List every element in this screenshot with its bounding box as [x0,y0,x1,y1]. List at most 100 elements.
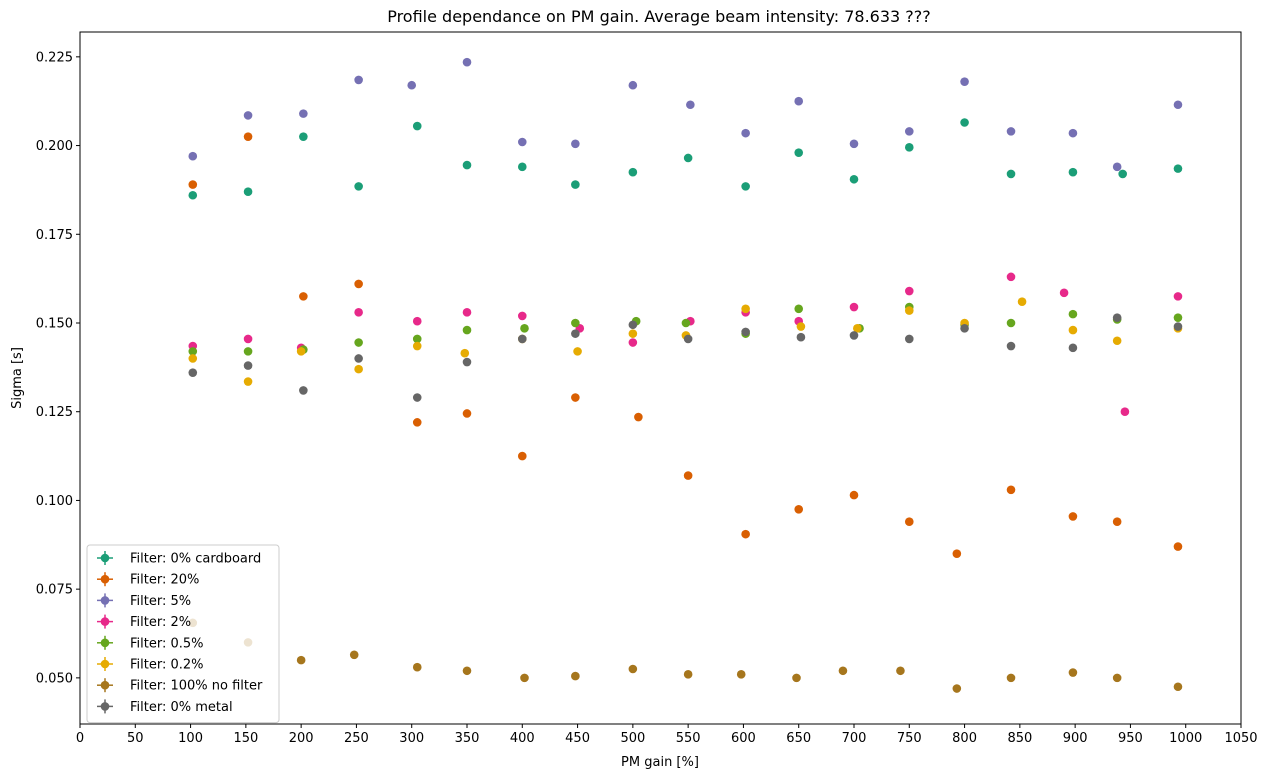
data-points [188,57,1183,693]
data-point [462,325,472,335]
data-point [354,354,363,363]
x-tick-label: 550 [676,731,701,746]
x-tick-label: 750 [897,731,922,746]
x-tick-label: 700 [842,731,867,746]
data-point [904,306,914,315]
data-point [1120,407,1130,417]
data-point [571,329,580,338]
y-tick-label: 0.100 [36,494,73,509]
data-point [1006,272,1016,282]
data-point [462,357,472,367]
data-point [1017,297,1027,307]
data-point [517,311,527,321]
data-point [354,75,363,85]
data-point [243,334,253,344]
data-point [354,308,363,317]
data-point [904,127,914,136]
data-point [952,549,962,558]
data-point [462,409,472,418]
y-tick-label: 0.175 [36,228,73,243]
data-point [849,139,859,149]
data-point [794,505,804,514]
data-point [1112,162,1122,172]
data-point [792,673,801,683]
data-point [296,347,306,356]
data-point [354,364,363,374]
data-point [741,182,750,191]
data-point [1006,318,1016,328]
data-point [517,334,527,344]
data-point [188,180,198,189]
legend-label: Filter: 100% no filter [130,679,263,694]
y-axis-label: Sigma [s] [10,347,25,409]
data-point [849,174,859,184]
data-point [1173,682,1183,692]
legend-label: Filter: 5% [130,594,191,609]
data-point [628,80,638,90]
data-point [299,292,308,301]
data-point [1112,673,1122,683]
data-point [188,190,198,200]
legend-marker [100,702,110,711]
data-point [571,393,580,402]
data-point [628,329,638,338]
data-point [1068,167,1078,177]
legend-marker [100,574,110,584]
data-point [1068,668,1078,677]
legend-marker [100,680,110,690]
data-point [188,354,198,363]
data-point [354,338,363,347]
series-2 [188,57,1183,172]
legend-marker [100,596,110,605]
data-point [1068,343,1078,353]
legend-item: Filter: 5% [97,593,191,609]
x-tick-label: 200 [289,731,314,746]
legend-label: Filter: 0% metal [130,700,233,715]
data-point [243,361,253,370]
data-point [299,109,308,118]
data-point [460,348,470,358]
data-point [188,347,198,356]
data-point [517,162,527,172]
data-point [243,187,253,196]
data-point [188,151,198,161]
data-point [794,148,804,157]
series-4 [188,302,1183,356]
data-point [628,338,638,347]
data-point [1068,309,1078,319]
data-point [683,334,693,344]
x-tick-label: 1050 [1224,731,1257,746]
data-point [412,662,422,672]
legend-box [86,544,280,724]
legend-marker [100,659,110,669]
legend-item: Filter: 0.5% [97,635,204,651]
data-point [1118,169,1127,179]
legend-label: Filter: 0.5% [130,636,204,651]
data-point [960,324,969,333]
x-tick-label: 850 [1007,731,1032,746]
data-point [571,318,580,328]
data-point [904,334,914,344]
data-point [517,451,527,461]
data-point [571,180,580,189]
x-tick-label: 350 [455,731,480,746]
x-tick-label: 900 [1063,731,1088,746]
x-tick-label: 50 [127,731,144,746]
data-point [683,471,693,480]
data-point [1112,517,1122,527]
data-point [1068,325,1078,335]
data-point [188,368,198,377]
data-point [1059,288,1069,298]
data-point [741,327,750,337]
data-point [1068,512,1078,521]
data-point [1006,127,1016,136]
x-tick-label: 450 [565,731,590,746]
series-6 [188,618,1183,693]
legend-item: Filter: 0.2% [97,657,204,673]
data-point [1006,341,1016,351]
data-point [1173,313,1183,322]
data-point [571,671,580,681]
data-point [354,182,363,191]
data-point [796,322,806,331]
y-tick-label: 0.225 [36,50,73,65]
